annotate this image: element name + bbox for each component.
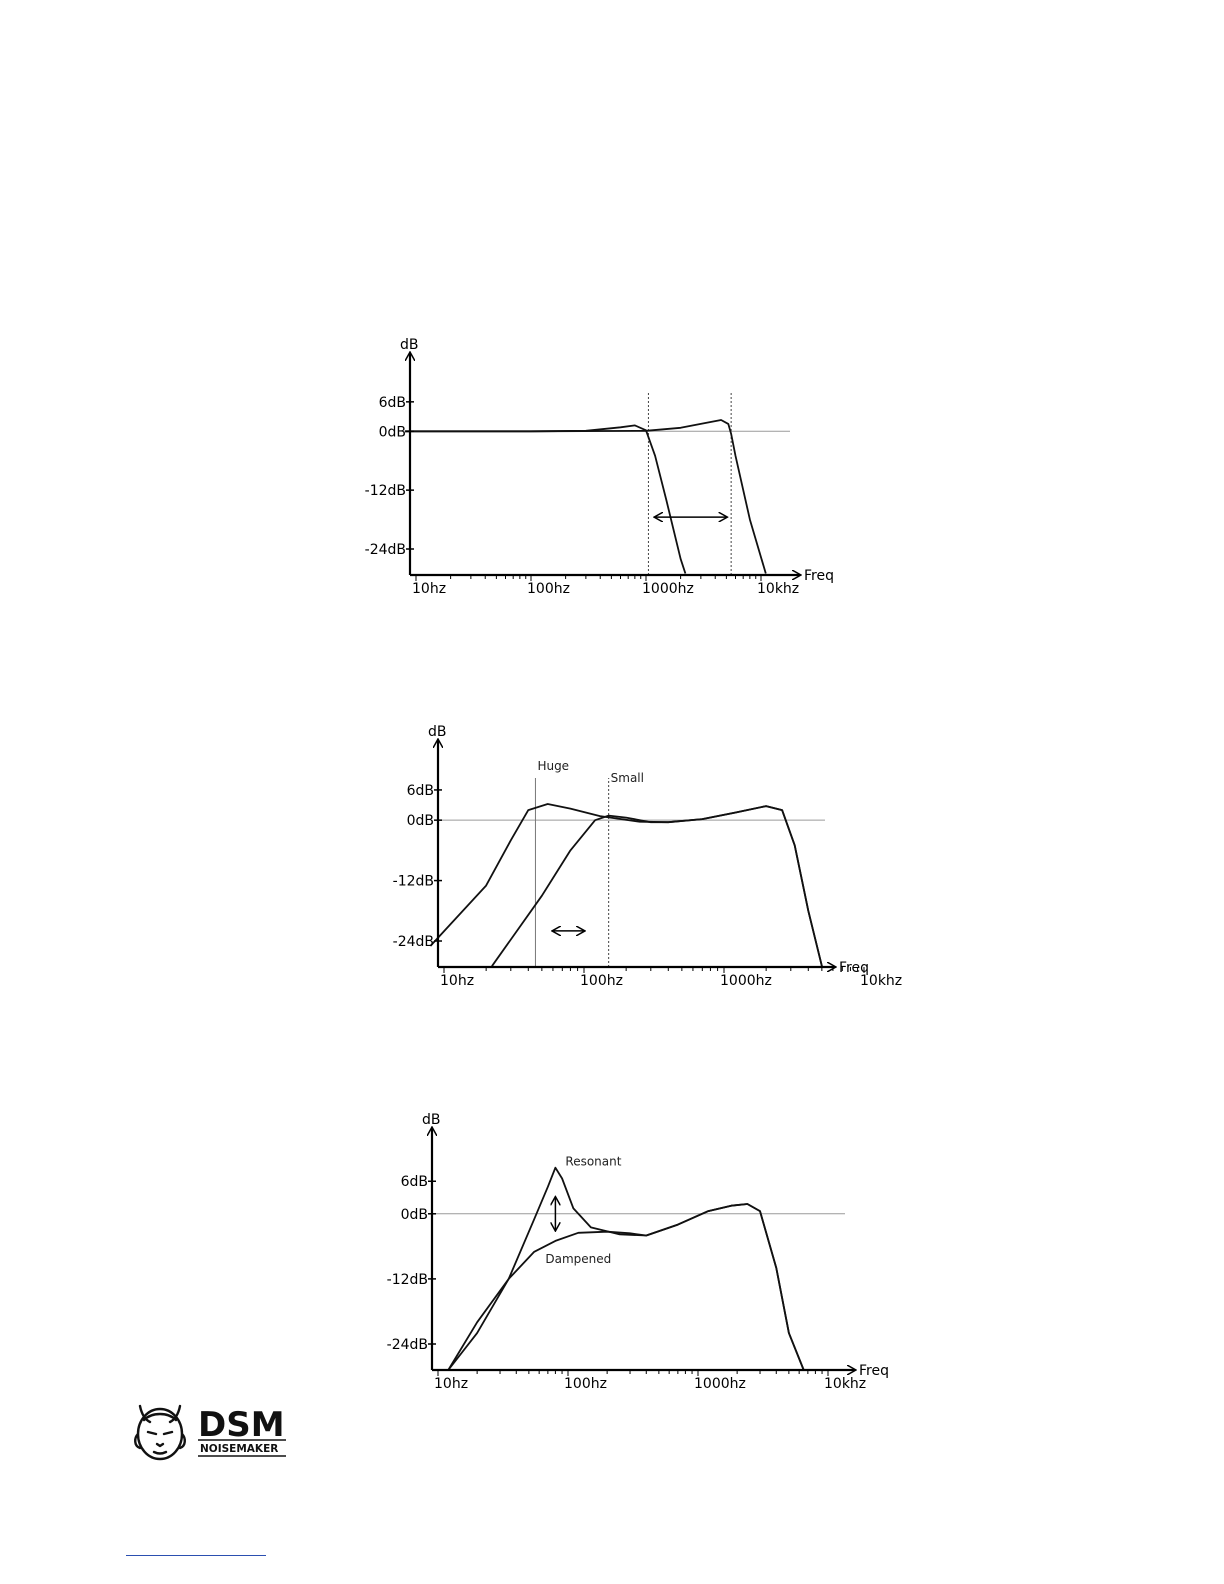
x-tick-label-3: 10khz — [824, 1376, 866, 1392]
series-line-1 — [491, 805, 823, 967]
resonance-chart: Resonant Dampened dB Freq 6dB 0dB -12dB -24dB 10… — [387, 1112, 889, 1392]
logo-title: DSM — [198, 1405, 285, 1445]
series-label-1: Dampened — [545, 1252, 611, 1266]
cutoff-frequency-chart: dB Freq 6dB 0dB -12dB -24dB 10hz 100hz 1000hz 10k… — [365, 337, 834, 597]
y-tick-label-1: 0dB — [401, 1207, 428, 1223]
y-tick-label-3: -24dB — [387, 1337, 428, 1353]
x-tick-label-1: 100hz — [580, 973, 623, 989]
x-tick-label-0: 10hz — [412, 581, 446, 597]
dsm-noisemaker-logo: DSM NOISEMAKER — [126, 1396, 292, 1466]
x-tick-label-2: 1000hz — [720, 973, 772, 989]
footer-link-underline — [126, 1555, 266, 1556]
series-line-1 — [447, 1203, 805, 1371]
y-tick-label-0: 6dB — [407, 783, 434, 799]
cutoff-label-1: Small — [611, 771, 644, 785]
series-line-0 — [404, 424, 687, 574]
series-line-1 — [404, 419, 767, 574]
series-line-0 — [447, 1166, 805, 1371]
series-label-0: Resonant — [565, 1155, 621, 1169]
y-tick-label-3: -24dB — [393, 934, 434, 950]
x-axis-label: Freq — [839, 960, 869, 976]
filter-size-chart: Huge Small dB Freq 6dB 0dB -12dB -24dB 10hz 100hz… — [393, 724, 903, 989]
x-tick-label-1: 100hz — [527, 581, 570, 597]
x-axis-label: Freq — [859, 1363, 889, 1379]
y-tick-label-0: 6dB — [401, 1174, 428, 1190]
x-tick-label-2: 1000hz — [642, 581, 694, 597]
y-tick-label-1: 0dB — [407, 813, 434, 829]
y-axis-label: dB — [428, 724, 447, 740]
x-axis-label: Freq — [804, 568, 834, 584]
x-tick-label-1: 100hz — [564, 1376, 607, 1392]
x-tick-label-2: 1000hz — [694, 1376, 746, 1392]
y-axis-label: dB — [400, 337, 419, 353]
logo-subtitle: NOISEMAKER — [200, 1443, 278, 1455]
cutoff-label-0: Huge — [537, 759, 569, 773]
y-tick-label-2: -12dB — [387, 1272, 428, 1288]
series-line-0 — [429, 803, 823, 967]
x-tick-label-0: 10hz — [434, 1376, 468, 1392]
x-tick-label-0: 10hz — [440, 973, 474, 989]
y-tick-label-2: -12dB — [365, 483, 406, 499]
x-tick-label-3: 10khz — [860, 973, 902, 989]
y-tick-label-0: 6dB — [379, 395, 406, 411]
y-axis-label: dB — [422, 1112, 441, 1128]
devil-face-icon — [134, 1404, 186, 1461]
y-tick-label-1: 0dB — [379, 424, 406, 440]
y-tick-label-3: -24dB — [365, 542, 406, 558]
x-tick-label-3: 10khz — [757, 581, 799, 597]
y-tick-label-2: -12dB — [393, 874, 434, 890]
